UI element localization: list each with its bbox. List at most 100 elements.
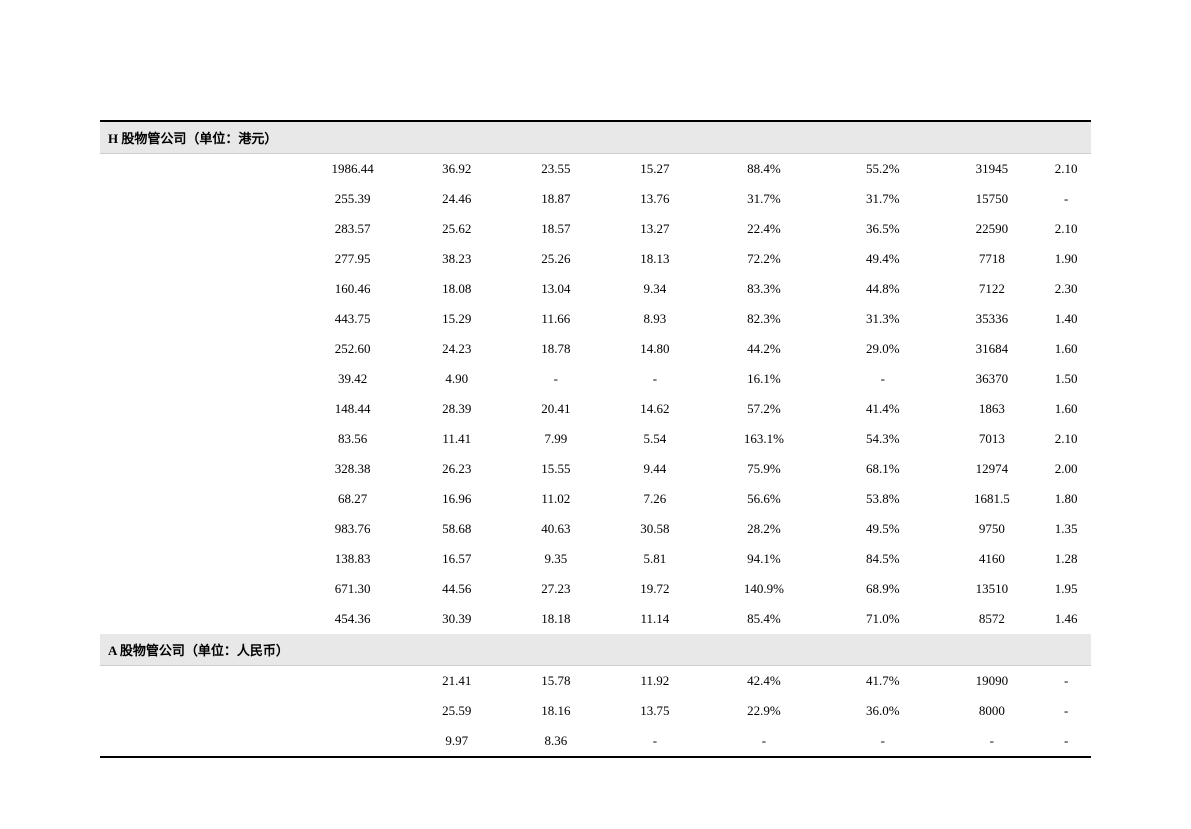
table-cell: 25.26 (506, 244, 605, 274)
table-cell: 140.9% (704, 574, 823, 604)
financial-table: H 股物管公司（单位：港元）1986.4436.9223.5515.2788.4… (100, 122, 1091, 756)
table-row: 9.978.36----- (100, 726, 1091, 756)
table-cell: 16.1% (704, 364, 823, 394)
table-cell: 1.40 (1041, 304, 1091, 334)
table-cell: - (605, 364, 704, 394)
table-cell (179, 364, 298, 394)
table-cell: 16.96 (407, 484, 506, 514)
table-cell: 18.78 (506, 334, 605, 364)
table-cell (100, 574, 179, 604)
table-cell (179, 514, 298, 544)
table-cell: 29.0% (823, 334, 942, 364)
table-cell: 9.44 (605, 454, 704, 484)
table-cell: 68.27 (298, 484, 407, 514)
table-cell: 1.95 (1041, 574, 1091, 604)
table-cell: 31684 (942, 334, 1041, 364)
table-cell: 83.56 (298, 424, 407, 454)
table-cell (179, 696, 298, 726)
table-cell (179, 394, 298, 424)
table-cell: 1.35 (1041, 514, 1091, 544)
table-cell: 7013 (942, 424, 1041, 454)
table-cell: 36.0% (823, 696, 942, 726)
table-row: 454.3630.3918.1811.1485.4%71.0%85721.46 (100, 604, 1091, 634)
table-cell (100, 514, 179, 544)
table-cell: 57.2% (704, 394, 823, 424)
table-cell: 2.30 (1041, 274, 1091, 304)
table-cell (179, 184, 298, 214)
table-cell (100, 214, 179, 244)
table-cell: 1.60 (1041, 394, 1091, 424)
table-row: 277.9538.2325.2618.1372.2%49.4%77181.90 (100, 244, 1091, 274)
table-row: 1986.4436.9223.5515.2788.4%55.2%319452.1… (100, 154, 1091, 185)
table-cell: 1.46 (1041, 604, 1091, 634)
table-cell: 255.39 (298, 184, 407, 214)
table-row: 39.424.90--16.1%-363701.50 (100, 364, 1091, 394)
table-cell (100, 364, 179, 394)
table-cell (100, 184, 179, 214)
table-cell (179, 454, 298, 484)
table-cell: 41.7% (823, 666, 942, 697)
table-row: 671.3044.5627.2319.72140.9%68.9%135101.9… (100, 574, 1091, 604)
table-cell: 18.87 (506, 184, 605, 214)
table-cell: 68.1% (823, 454, 942, 484)
table-cell: 7.99 (506, 424, 605, 454)
table-cell (100, 304, 179, 334)
table-cell: 8000 (942, 696, 1041, 726)
table-cell: 328.38 (298, 454, 407, 484)
table-cell: 49.5% (823, 514, 942, 544)
table-cell (179, 154, 298, 185)
table-cell: 7718 (942, 244, 1041, 274)
table-cell: 1.28 (1041, 544, 1091, 574)
table-cell: 1.60 (1041, 334, 1091, 364)
table-cell (179, 726, 298, 756)
table-cell (100, 696, 179, 726)
table-cell: 15.29 (407, 304, 506, 334)
section-title: A 股物管公司（单位：人民币） (100, 634, 1091, 666)
table-cell (179, 274, 298, 304)
table-cell (100, 544, 179, 574)
table-cell (100, 604, 179, 634)
table-cell: 7122 (942, 274, 1041, 304)
table-cell: 36.5% (823, 214, 942, 244)
table-cell: 13510 (942, 574, 1041, 604)
table-cell: 252.60 (298, 334, 407, 364)
table-cell: 163.1% (704, 424, 823, 454)
table-cell: 56.6% (704, 484, 823, 514)
table-cell: 454.36 (298, 604, 407, 634)
table-cell: 5.54 (605, 424, 704, 454)
table-cell: 44.2% (704, 334, 823, 364)
table-cell: 31.7% (823, 184, 942, 214)
table-cell: 30.39 (407, 604, 506, 634)
table-cell: 18.57 (506, 214, 605, 244)
table-row: 443.7515.2911.668.9382.3%31.3%353361.40 (100, 304, 1091, 334)
table-cell: 11.14 (605, 604, 704, 634)
table-cell: 22.9% (704, 696, 823, 726)
table-cell: 58.68 (407, 514, 506, 544)
table-cell: 15750 (942, 184, 1041, 214)
table-row: 255.3924.4618.8713.7631.7%31.7%15750- (100, 184, 1091, 214)
table-cell: - (1041, 666, 1091, 697)
table-row: 83.5611.417.995.54163.1%54.3%70132.10 (100, 424, 1091, 454)
table-cell: 671.30 (298, 574, 407, 604)
table-cell: 71.0% (823, 604, 942, 634)
table-row: 283.5725.6218.5713.2722.4%36.5%225902.10 (100, 214, 1091, 244)
table-cell: 31.7% (704, 184, 823, 214)
table-cell: 4.90 (407, 364, 506, 394)
table-cell (179, 666, 298, 697)
table-cell: - (605, 726, 704, 756)
table-cell: 11.66 (506, 304, 605, 334)
table-cell (100, 666, 179, 697)
table-cell (179, 334, 298, 364)
table-cell (100, 424, 179, 454)
table-cell (100, 394, 179, 424)
table-cell: 15.55 (506, 454, 605, 484)
table-cell (179, 244, 298, 274)
table-cell: 24.23 (407, 334, 506, 364)
table-cell (179, 484, 298, 514)
table-cell: 277.95 (298, 244, 407, 274)
table-cell (100, 454, 179, 484)
section-header-row: H 股物管公司（单位：港元） (100, 122, 1091, 154)
table-cell: 40.63 (506, 514, 605, 544)
table-cell: 2.10 (1041, 214, 1091, 244)
table-cell: 35336 (942, 304, 1041, 334)
